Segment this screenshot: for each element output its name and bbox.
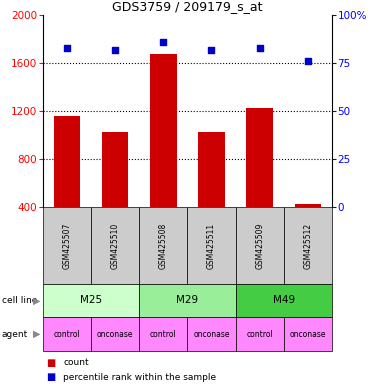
Text: count: count <box>63 358 89 367</box>
Text: control: control <box>246 329 273 339</box>
Text: M25: M25 <box>80 295 102 306</box>
Text: onconase: onconase <box>193 329 230 339</box>
Bar <box>187 207 236 284</box>
Bar <box>295 204 321 207</box>
Text: control: control <box>150 329 177 339</box>
Point <box>160 39 166 45</box>
Bar <box>187 317 236 351</box>
Text: GSM425508: GSM425508 <box>159 223 168 269</box>
Text: GSM425510: GSM425510 <box>111 223 119 269</box>
Text: M29: M29 <box>176 295 198 306</box>
Bar <box>284 317 332 351</box>
Bar <box>43 207 91 284</box>
Text: cell line: cell line <box>2 296 37 305</box>
Text: GSM425511: GSM425511 <box>207 223 216 269</box>
Bar <box>236 207 284 284</box>
Text: onconase: onconase <box>290 329 326 339</box>
Text: GSM425509: GSM425509 <box>255 223 264 269</box>
Text: ■: ■ <box>46 358 56 368</box>
Bar <box>236 284 332 317</box>
Bar <box>284 207 332 284</box>
Point <box>257 45 263 51</box>
Point <box>64 45 70 51</box>
Text: onconase: onconase <box>97 329 133 339</box>
Bar <box>139 207 187 284</box>
Text: ■: ■ <box>46 372 56 382</box>
Point <box>305 58 311 65</box>
Bar <box>91 207 139 284</box>
Bar <box>102 132 128 207</box>
Bar <box>139 284 236 317</box>
Bar <box>43 284 139 317</box>
Point <box>112 47 118 53</box>
Text: M49: M49 <box>273 295 295 306</box>
Bar <box>43 317 91 351</box>
Bar <box>53 116 80 207</box>
Text: control: control <box>53 329 80 339</box>
Text: ▶: ▶ <box>33 295 40 306</box>
Bar <box>139 317 187 351</box>
Bar <box>246 108 273 207</box>
Bar <box>198 132 225 207</box>
Text: GSM425507: GSM425507 <box>62 223 71 269</box>
Text: agent: agent <box>2 329 28 339</box>
Bar <box>150 54 177 207</box>
Title: GDS3759 / 209179_s_at: GDS3759 / 209179_s_at <box>112 0 263 13</box>
Bar <box>91 317 139 351</box>
Text: ▶: ▶ <box>33 329 40 339</box>
Text: GSM425512: GSM425512 <box>303 223 312 269</box>
Text: percentile rank within the sample: percentile rank within the sample <box>63 372 216 382</box>
Point <box>209 47 214 53</box>
Bar <box>236 317 284 351</box>
